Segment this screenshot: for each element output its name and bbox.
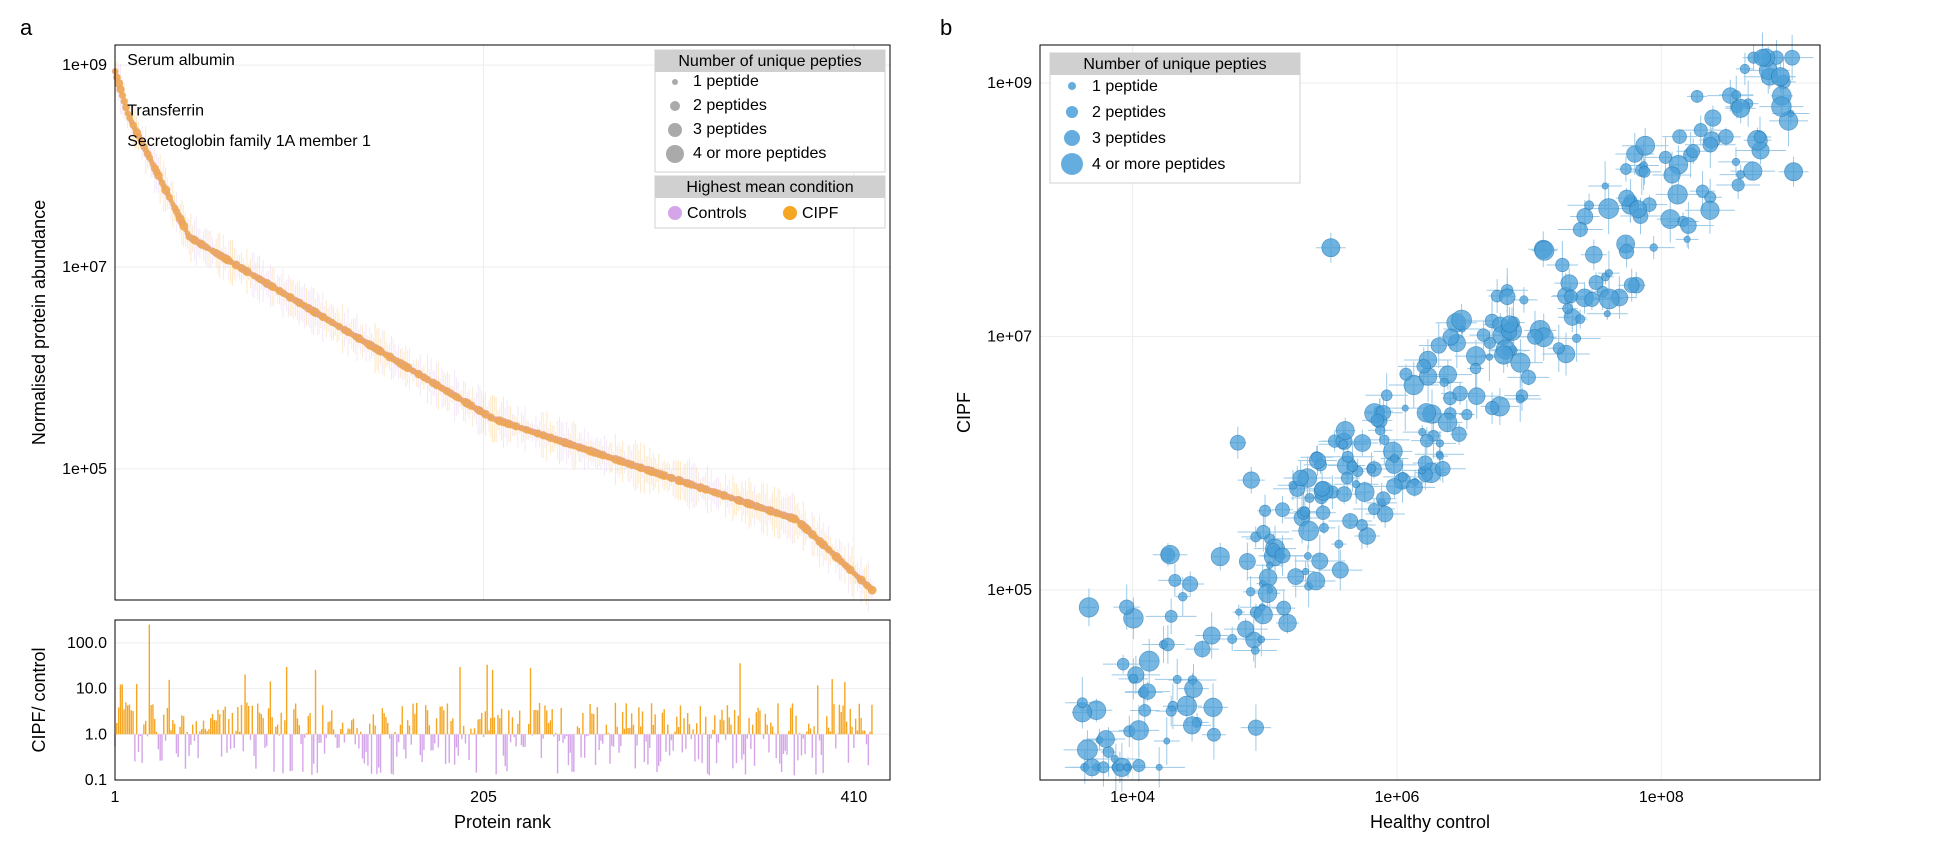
svg-text:Number of unique pepties: Number of unique pepties <box>678 53 861 70</box>
panel-b: b 1e+041e+061e+081e+051e+071e+09Healthy … <box>940 20 1840 840</box>
svg-text:2 peptides: 2 peptides <box>1092 104 1166 121</box>
svg-text:1e+07: 1e+07 <box>987 328 1032 345</box>
svg-text:CIPF: CIPF <box>954 392 974 433</box>
svg-text:205: 205 <box>470 789 497 806</box>
svg-text:410: 410 <box>841 789 868 806</box>
svg-text:Normalised protein abundance: Normalised protein abundance <box>29 200 49 445</box>
svg-text:Highest mean condition: Highest mean condition <box>686 179 853 196</box>
svg-text:4 or more peptides: 4 or more peptides <box>1092 156 1225 173</box>
svg-text:10.0: 10.0 <box>76 681 107 698</box>
svg-text:0.1: 0.1 <box>85 772 107 789</box>
panel-a: a 1e+051e+071e+09Serum albuminTransferri… <box>20 20 900 840</box>
svg-text:Healthy control: Healthy control <box>1370 812 1490 832</box>
svg-text:4 or more peptides: 4 or more peptides <box>693 145 826 162</box>
figure-container: a 1e+051e+071e+09Serum albuminTransferri… <box>20 20 1920 840</box>
panel-a-label: a <box>20 15 32 41</box>
svg-text:1e+09: 1e+09 <box>62 57 107 74</box>
svg-text:1e+09: 1e+09 <box>987 75 1032 92</box>
panel-a-svg: 1e+05 1e+07 1e+09 Serum albumin Transferrin S… <box>20 20 900 840</box>
svg-text:1e+04: 1e+04 <box>1110 789 1155 806</box>
svg-text:3 peptides: 3 peptides <box>693 121 767 138</box>
svg-text:1e+06: 1e+06 <box>1374 789 1419 806</box>
svg-text:1 peptide: 1 peptide <box>693 73 759 90</box>
svg-text:CIPF/ control: CIPF/ control <box>29 647 49 752</box>
svg-text:Protein rank: Protein rank <box>454 812 552 832</box>
svg-text:1 peptide: 1 peptide <box>1092 78 1158 95</box>
svg-text:Number of unique pepties: Number of unique pepties <box>1083 56 1266 73</box>
svg-text:1: 1 <box>111 789 120 806</box>
svg-text:3 peptides: 3 peptides <box>1092 130 1166 147</box>
svg-text:1e+05: 1e+05 <box>987 582 1032 599</box>
svg-text:Secretoglobin family 1A member: Secretoglobin family 1A member 1 <box>127 133 371 150</box>
svg-text:CIPF: CIPF <box>802 205 839 222</box>
svg-text:Controls: Controls <box>687 205 747 222</box>
svg-text:Transferrin: Transferrin <box>127 103 204 120</box>
svg-text:1.0: 1.0 <box>85 726 107 743</box>
svg-text:1e+07: 1e+07 <box>62 259 107 276</box>
svg-text:2 peptides: 2 peptides <box>693 97 767 114</box>
svg-text:100.0: 100.0 <box>67 635 107 652</box>
panel-b-label: b <box>940 15 952 41</box>
svg-text:Serum albumin: Serum albumin <box>127 52 235 69</box>
panel-b-svg: 1e+04 1e+06 1e+08 1e+05 1e+07 1e+09 Healthy co… <box>940 20 1840 840</box>
svg-text:1e+08: 1e+08 <box>1639 789 1684 806</box>
svg-text:1e+05: 1e+05 <box>62 461 107 478</box>
